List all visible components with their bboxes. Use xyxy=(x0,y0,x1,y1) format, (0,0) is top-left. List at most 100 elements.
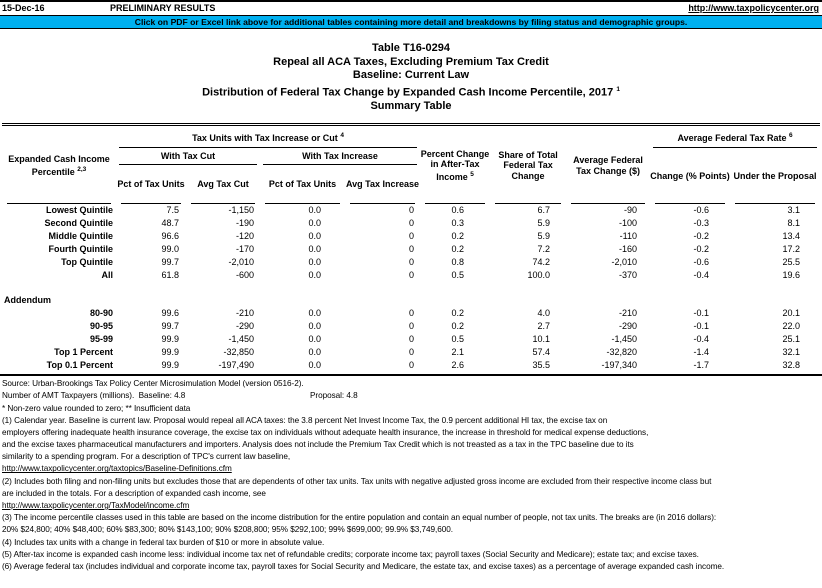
cell-value: -210 xyxy=(235,308,254,319)
footnote-link[interactable]: http://www.taxpolicycenter.org/TaxModel/… xyxy=(2,501,190,511)
footnote-line: are included in the totals. For a descri… xyxy=(2,488,266,498)
bottom-rule xyxy=(0,374,822,377)
row-label: Middle Quintile xyxy=(48,231,114,242)
cell-value: 4.0 xyxy=(537,308,551,319)
cell-value: -290 xyxy=(619,321,638,332)
col-header-avg-federal-tax-change: Average Federal Tax Change ($) xyxy=(566,127,650,205)
row-label: 80-90 xyxy=(89,308,113,319)
cell-value: 0 xyxy=(409,308,415,319)
cell-value: 0.5 xyxy=(451,270,465,281)
group-header-tax-units: Tax Units with Tax Increase or Cut 4 xyxy=(116,127,420,149)
cell-value: -1.4 xyxy=(693,347,710,358)
cell-value: 25.5 xyxy=(782,257,801,268)
cell-value: 5.9 xyxy=(537,218,551,229)
cell-value: -370 xyxy=(619,270,638,281)
cell-value: 99.9 xyxy=(161,347,179,358)
cell-value: 0 xyxy=(409,270,415,281)
footnote-line: * Non-zero value rounded to zero; ** Ins… xyxy=(2,403,191,413)
group-header-avg-federal-tax-rate: Average Federal Tax Rate 6 xyxy=(650,127,820,149)
footnote-line: (2) Includes both filing and non-filing … xyxy=(2,476,712,486)
cell-value: -160 xyxy=(619,244,638,255)
table-row: Lowest Quintile 7.5 -1,150 0.0 0 0.6 6.7… xyxy=(2,204,820,217)
cell-value: 32.8 xyxy=(782,360,801,371)
addendum-label: Addendum xyxy=(4,295,51,306)
cell-value: 99.9 xyxy=(161,334,179,345)
footnote-link[interactable]: http://www.taxpolicycenter.org/taxtopics… xyxy=(2,464,232,474)
distribution-subtitle: Distribution of Federal Tax Change by Ex… xyxy=(202,85,620,99)
cell-value: 13.4 xyxy=(782,231,801,242)
table-row: 95-99 99.9 -1,450 0.0 0 0.5 10.1 -1,450 … xyxy=(2,333,820,346)
cell-value: -1,150 xyxy=(228,205,254,216)
table-row: Second Quintile 48.7 -190 0.0 0 0.3 5.9 … xyxy=(2,217,820,230)
footnote-line: (4) Includes tax units with a change in … xyxy=(2,537,325,547)
cell-value: 0.8 xyxy=(451,257,465,268)
cell-value: 0.0 xyxy=(308,347,321,358)
footnote-line: (5) After-tax income is expanded cash in… xyxy=(2,549,699,559)
cell-value: 0.0 xyxy=(308,334,321,345)
cell-value: -1.7 xyxy=(693,360,710,371)
cell-value: 0 xyxy=(409,218,415,229)
table-row: 90-95 99.7 -290 0.0 0 0.2 2.7 -290 -0.1 … xyxy=(2,320,820,333)
cell-value: -100 xyxy=(619,218,638,229)
col-header-pct-tax-units-cut: Pct of Tax Units xyxy=(116,165,186,205)
footnote-ref-1: 1 xyxy=(616,85,620,93)
cell-value: -170 xyxy=(235,244,254,255)
footnote-ref-6: 6 xyxy=(789,132,793,140)
cell-value: 0.3 xyxy=(451,218,465,229)
cell-value: 0.0 xyxy=(308,205,321,216)
cell-value: 19.6 xyxy=(782,270,801,281)
cell-value: -197,340 xyxy=(601,360,638,371)
cell-value: 0.2 xyxy=(451,244,465,255)
cell-value: -0.4 xyxy=(693,334,710,345)
cell-value: 0.0 xyxy=(308,244,321,255)
cell-value: 10.1 xyxy=(532,334,551,345)
cell-value: 0 xyxy=(409,244,415,255)
cell-value: 5.9 xyxy=(537,231,551,242)
cell-value: 22.0 xyxy=(782,321,801,332)
cell-value: 0.2 xyxy=(451,321,465,332)
row-label: 95-99 xyxy=(89,334,113,345)
row-label: All xyxy=(101,270,113,281)
cell-value: -0.3 xyxy=(693,218,710,229)
cell-value: -0.6 xyxy=(693,205,710,216)
cell-value: -197,490 xyxy=(218,360,254,371)
table-row: All 61.8 -600 0.0 0 0.5 100.0 -370 -0.4 … xyxy=(2,269,820,282)
cell-value: -1,450 xyxy=(228,334,254,345)
footnote-line: (6) Average federal tax (includes indivi… xyxy=(2,561,725,571)
table-row: Top Quintile 99.7 -2,010 0.0 0 0.8 74.2 … xyxy=(2,256,820,269)
cell-value: -2,010 xyxy=(611,257,638,268)
cell-value: 48.7 xyxy=(161,218,179,229)
footnote-ref-2-3: 2,3 xyxy=(77,165,87,173)
summary-table: Expanded Cash Income Percentile 2,3 Tax … xyxy=(2,123,820,372)
cell-value: -90 xyxy=(624,205,638,216)
cell-value: 0 xyxy=(409,334,415,345)
cell-value: 0.5 xyxy=(451,334,465,345)
footnote-line: (1) Calendar year. Baseline is current l… xyxy=(2,415,608,425)
col-header-avg-tax-cut: Avg Tax Cut xyxy=(186,165,260,205)
top-header-bar: 15-Dec-16 PRELIMINARY RESULTS http://www… xyxy=(0,2,822,15)
cell-value: -0.4 xyxy=(693,270,710,281)
cell-value: -0.1 xyxy=(693,321,710,332)
group-header-with-tax-cut: With Tax Cut xyxy=(116,148,260,166)
cell-value: 0.0 xyxy=(308,321,321,332)
cell-value: 7.2 xyxy=(537,244,551,255)
row-label: Lowest Quintile xyxy=(45,205,113,216)
taxpolicycenter-link[interactable]: http://www.taxpolicycenter.org xyxy=(688,3,819,13)
footnote-line: (3) The income percentile classes used i… xyxy=(2,513,717,523)
cell-value: 96.6 xyxy=(161,231,179,242)
cell-value: 35.5 xyxy=(532,360,551,371)
amt-proposal: Proposal: 4.8 xyxy=(310,391,358,401)
cell-value: -210 xyxy=(619,308,638,319)
cell-value: 17.2 xyxy=(782,244,801,255)
footnote-line: employers offering inadequate health ins… xyxy=(2,427,649,437)
cell-value: 99.9 xyxy=(161,360,179,371)
footnote-line: 20% $24,800; 40% $48,400; 60% $83,300; 8… xyxy=(2,525,454,535)
cell-value: 20.1 xyxy=(782,308,801,319)
cell-value: 0 xyxy=(409,360,415,371)
cell-value: 25.1 xyxy=(782,334,801,345)
cell-value: 100.0 xyxy=(527,270,551,281)
footnote-lines: * Non-zero value rounded to zero; ** Ins… xyxy=(2,403,822,574)
cell-value: -190 xyxy=(235,218,254,229)
cell-value: -1,450 xyxy=(611,334,638,345)
cell-value: -0.2 xyxy=(693,231,710,242)
